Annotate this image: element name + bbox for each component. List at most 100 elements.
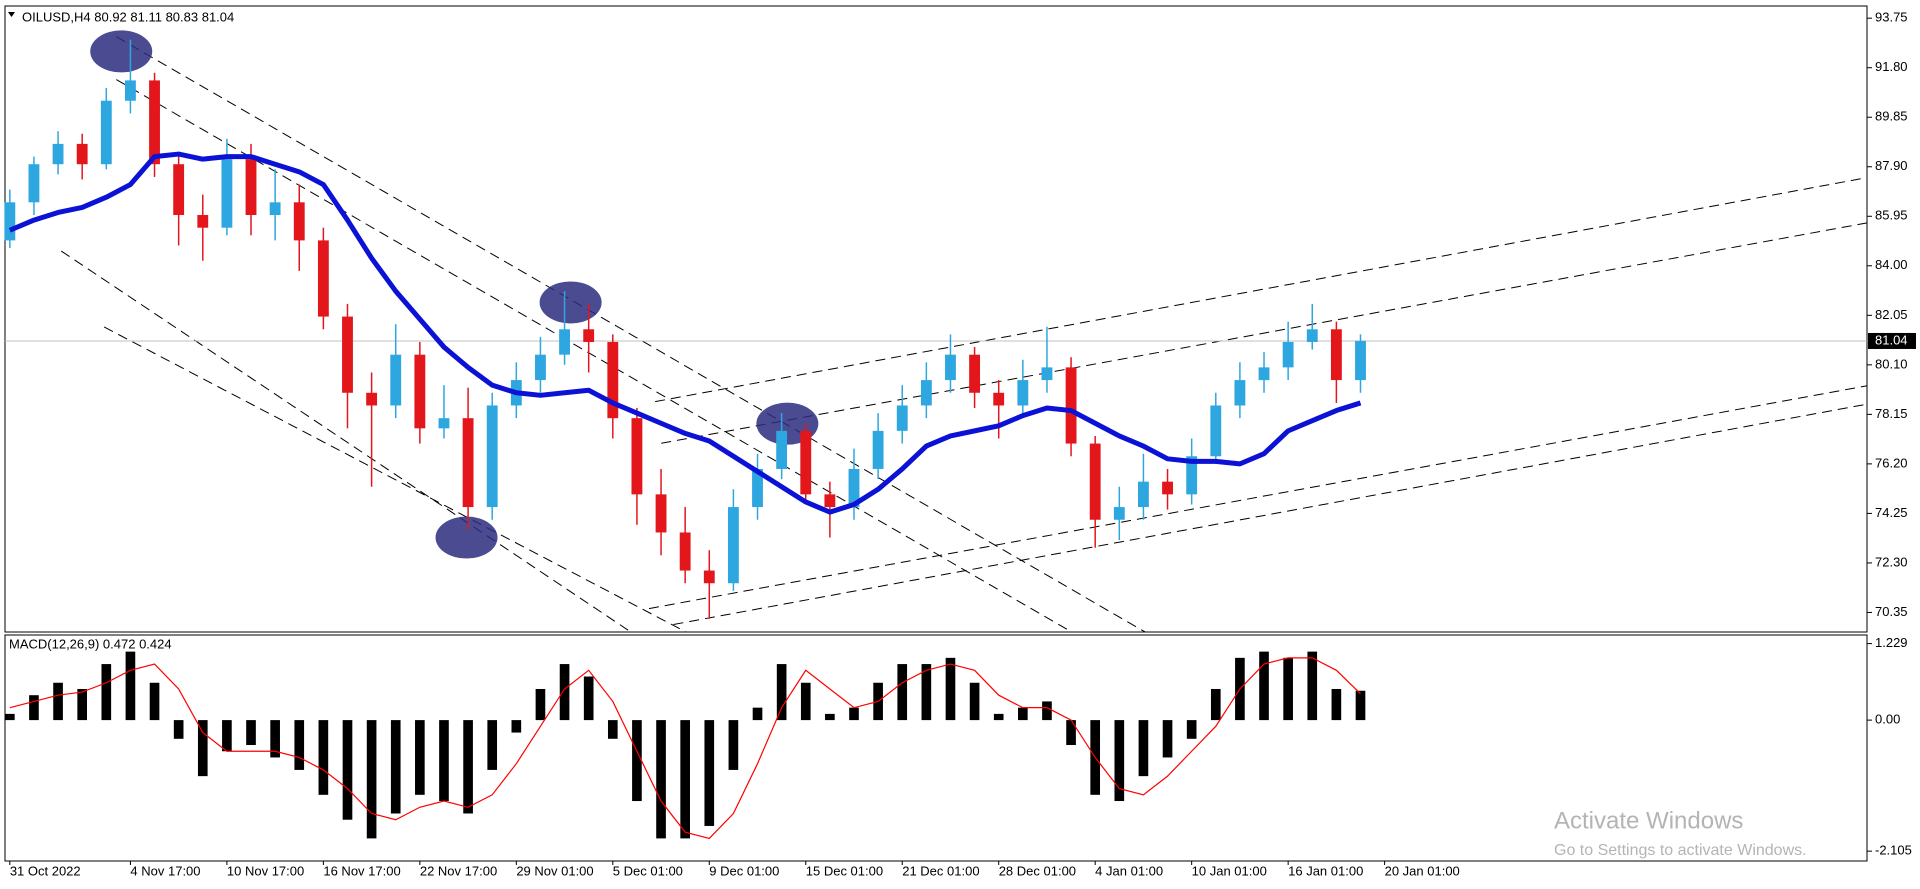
macd-bar [222, 720, 232, 752]
drawings [60, 30, 1868, 633]
macd-bar [1307, 651, 1318, 721]
candle-body [1210, 405, 1222, 457]
macd-bar [77, 688, 88, 721]
candle-body [1282, 341, 1294, 368]
y-tick-label: 84.00 [1875, 257, 1908, 272]
macd-bar [776, 664, 787, 721]
candle-body [1113, 507, 1125, 520]
x-tick-label: 10 Nov 17:00 [227, 863, 304, 878]
candle-body [245, 159, 257, 216]
x-tick-label: 5 Dec 01:00 [613, 863, 683, 878]
macd-bar [439, 720, 449, 802]
macd-bar [945, 657, 956, 721]
candle-body [1186, 456, 1198, 495]
candle-body [703, 570, 715, 584]
candle-body [1089, 443, 1101, 520]
y-tick-label: 78.15 [1875, 406, 1908, 421]
candle-body [776, 430, 788, 469]
candle-body [462, 418, 474, 508]
macd-bar [197, 720, 208, 777]
candle-body [1306, 329, 1318, 342]
candle-body [969, 354, 981, 393]
y-tick-label: 76.20 [1875, 455, 1908, 470]
candle-body [607, 341, 619, 419]
candle-body [28, 164, 40, 203]
macd-bar [125, 651, 136, 721]
candle-body [414, 354, 426, 429]
macd-bar [825, 713, 835, 721]
candle-body [824, 494, 836, 508]
candle-body [1065, 367, 1077, 444]
macd-bar [1186, 720, 1197, 739]
macd-bar [607, 720, 618, 739]
menu-arrow[interactable] [8, 12, 15, 17]
macd-bar [559, 664, 570, 721]
macd-title: MACD(12,26,9) 0.472 0.424 [9, 636, 172, 651]
y-tick-label: 1.229 [1875, 635, 1908, 650]
candle-body [4, 202, 16, 241]
candle-body [173, 164, 185, 216]
macd-bar [1210, 688, 1221, 721]
macd-bar [390, 720, 401, 814]
candle-body [269, 202, 281, 216]
macd-bar [1066, 720, 1076, 746]
candle-body [752, 468, 763, 508]
candle-body [342, 316, 353, 393]
macd-bar [511, 720, 522, 733]
macd-bar [173, 720, 184, 739]
macd-bar [704, 720, 715, 826]
y-tick-label: 74.25 [1875, 505, 1908, 520]
x-tick-label: 10 Jan 01:00 [1192, 863, 1267, 878]
y-tick-label: 93.75 [1875, 10, 1908, 25]
candle-body [945, 354, 956, 381]
candle-body [100, 100, 112, 165]
x-tick-label: 16 Nov 17:00 [323, 863, 400, 878]
x-tick-label: 20 Jan 01:00 [1385, 863, 1460, 878]
macd-bar [849, 707, 859, 721]
candle-body [149, 80, 160, 165]
macd-bar [583, 676, 594, 721]
macd-bar [535, 688, 546, 721]
candle-body [1017, 380, 1029, 406]
candle-body [76, 143, 88, 165]
x-tick-label: 15 Dec 01:00 [806, 863, 883, 878]
current-price-box [1868, 332, 1916, 349]
candle-body [293, 202, 305, 241]
macd-bar [487, 720, 498, 770]
trend-line [648, 385, 1868, 610]
y-tick-label: -2.105 [1875, 843, 1912, 858]
macd-bar [1042, 701, 1052, 721]
candle-body [317, 240, 329, 317]
candle-body [679, 532, 691, 571]
x-tick-label: 9 Dec 01:00 [709, 863, 779, 878]
candle-body [920, 380, 932, 406]
macd-bar [656, 720, 666, 839]
macd-bar [1138, 720, 1149, 777]
macd-bar [752, 707, 763, 721]
macd-bar [728, 720, 739, 770]
candle-body [535, 354, 546, 381]
candle-body [1330, 329, 1342, 381]
macd-bar [1162, 720, 1173, 758]
macd-bar [1283, 657, 1293, 721]
y-tick-label: 87.90 [1875, 158, 1908, 173]
y-tick-label: 85.95 [1875, 208, 1908, 223]
x-tick-label: 4 Nov 17:00 [130, 863, 200, 878]
macd-bar [993, 713, 1004, 721]
macd-bar [5, 713, 15, 721]
candle-body [655, 494, 667, 533]
x-tick-label: 21 Dec 01:00 [902, 863, 979, 878]
candle-body [896, 405, 908, 431]
y-tick-label: 91.80 [1875, 59, 1908, 74]
signal-line [9, 657, 1361, 840]
trend-line [60, 250, 631, 633]
candle-body [1234, 380, 1246, 406]
x-tick-label: 29 Nov 01:00 [516, 863, 593, 878]
moving-average-line [8, 151, 1362, 515]
candle-body [559, 329, 570, 355]
candle-body [438, 418, 450, 429]
macd-bar [294, 720, 305, 770]
watermark-title: Activate Windows [1554, 807, 1743, 834]
candle-body [800, 430, 812, 495]
